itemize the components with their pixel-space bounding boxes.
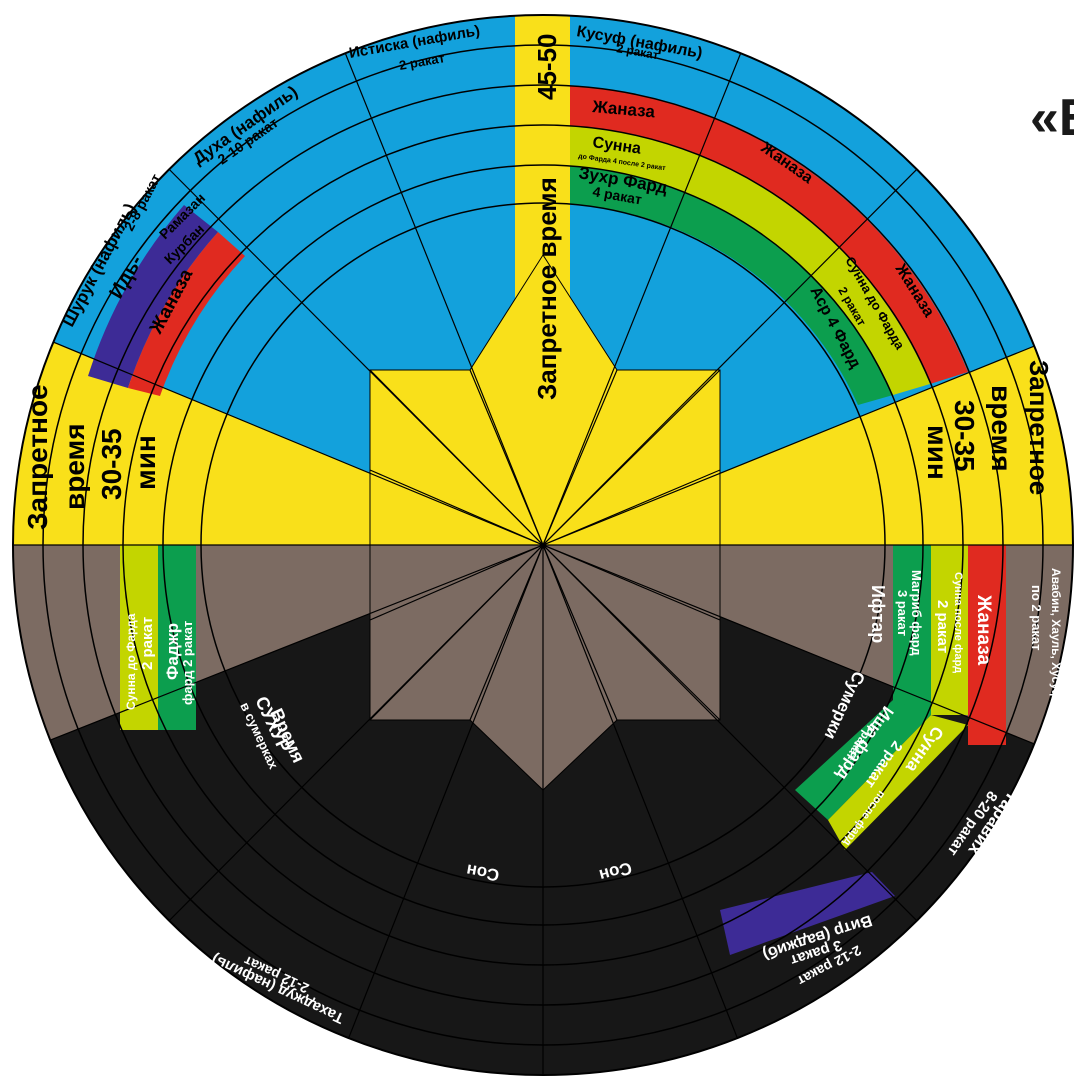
fajr-rakat: фард 2 ракат bbox=[180, 621, 195, 705]
maghrib-fard-band bbox=[893, 545, 931, 715]
sunna-top-label: Сунна bbox=[591, 134, 642, 158]
janaza-evening-band bbox=[968, 545, 1006, 745]
left-forbidden-4: мин bbox=[130, 435, 161, 490]
zuhr-fard-arc bbox=[570, 166, 893, 405]
janaza-top-arc bbox=[570, 86, 968, 384]
maghrib-label: Магриб фард bbox=[909, 570, 924, 656]
maghrib-sunna-rakat: 2 ракат bbox=[934, 600, 951, 653]
janaza-left-arc bbox=[128, 232, 245, 396]
right-forbidden-2: время bbox=[986, 385, 1017, 472]
maghrib-rakat: 3 ракат bbox=[895, 590, 910, 636]
left-forbidden-3: 30-35 bbox=[96, 428, 127, 500]
forbidden-top-minutes: 45-50 bbox=[532, 34, 562, 101]
id-arc bbox=[88, 205, 218, 388]
forbidden-top-label: Запретное время bbox=[532, 177, 562, 400]
witr-band bbox=[720, 872, 895, 955]
radial-lines bbox=[13, 39, 1073, 1075]
fajr-label: Фаджр bbox=[163, 623, 182, 680]
left-forbidden-1: Запретное bbox=[22, 384, 53, 530]
sunna-top-arc bbox=[570, 126, 930, 395]
fajr-sunna-label: Сунна до Фарда bbox=[124, 613, 138, 710]
janaza-evening-label: Жаназа bbox=[973, 594, 994, 665]
midnight-star bbox=[369, 544, 721, 791]
maghrib-sunna-label: Сунна после фард bbox=[952, 572, 964, 673]
wheel-outline bbox=[12, 14, 1074, 1076]
right-forbidden-4: мин bbox=[922, 425, 953, 480]
iftar-label: Ифтар bbox=[868, 585, 888, 643]
awwabin-label: Авабин, Хауль, Хусуф bbox=[1049, 568, 1063, 701]
isha-fard-arc bbox=[795, 700, 931, 820]
awwabin-rakat: по 2 ракат bbox=[1029, 585, 1044, 651]
right-forbidden-1: Запретное bbox=[1024, 360, 1054, 495]
left-forbidden-2: время bbox=[59, 423, 90, 510]
cut-off-title: «E bbox=[1030, 92, 1074, 147]
right-forbidden-3: 30-35 bbox=[949, 400, 980, 472]
fajr-sunna-rakat: 2 ракат bbox=[139, 617, 156, 670]
